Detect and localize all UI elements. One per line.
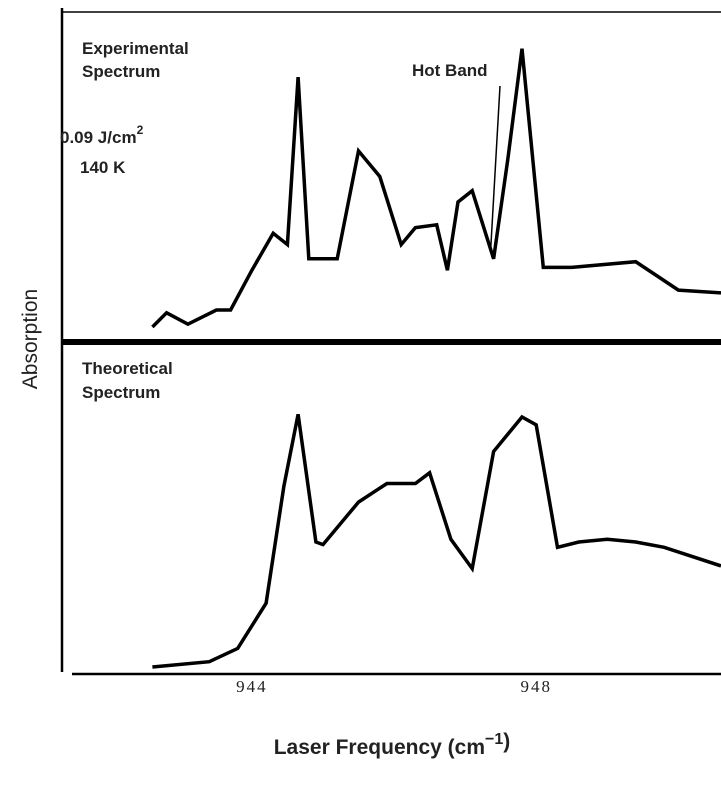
temperature-annotation: 140 K bbox=[80, 158, 126, 177]
panel-2-title-line-1: Theoretical bbox=[82, 359, 173, 378]
x-axis-label: Laser Frequency (cm−1) bbox=[274, 730, 511, 759]
x-axis-label-superscript: −1 bbox=[485, 731, 503, 748]
hot-band-callout-line bbox=[489, 85, 501, 251]
panel-1-title: Experimental Spectrum bbox=[82, 39, 194, 81]
fluence-superscript: 2 bbox=[137, 123, 144, 137]
x-axis-label-text: Laser Frequency (cm bbox=[274, 736, 485, 759]
panel-1-title-line-1: Experimental bbox=[82, 39, 189, 58]
hot-band-callout-label: Hot Band bbox=[412, 61, 488, 80]
x-axis-label-close: ) bbox=[503, 730, 510, 753]
fluence-annotation: 0.09 J/cm2 bbox=[60, 123, 144, 147]
panel-2-title-line-2: Spectrum bbox=[82, 383, 160, 402]
panel-1-title-line-2: Spectrum bbox=[82, 62, 160, 81]
x-tick-label: 948 bbox=[520, 677, 552, 696]
x-tick-label: 944 bbox=[236, 677, 268, 696]
x-tick-labels: 944 948 bbox=[236, 677, 552, 696]
panel-2-title: Theoretical Spectrum bbox=[82, 359, 177, 402]
experimental-spectrum-line bbox=[151, 48, 721, 329]
theoretical-spectrum-line bbox=[152, 413, 721, 669]
y-axis-label: Absorption bbox=[19, 289, 42, 389]
